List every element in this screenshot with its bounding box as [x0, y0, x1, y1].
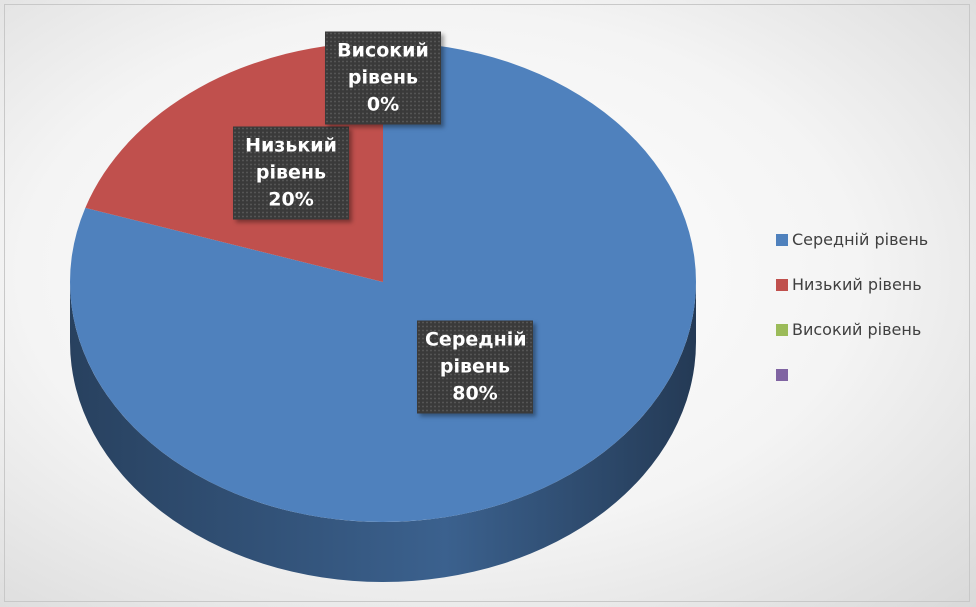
legend-swatch	[776, 279, 788, 291]
pie-slice	[70, 42, 697, 522]
legend-label: Високий рівень	[792, 320, 922, 339]
legend-entry: Середній рівень	[776, 230, 928, 249]
legend-label: Середній рівень	[792, 230, 929, 249]
legend-swatch	[776, 234, 788, 246]
chart-frame	[4, 4, 970, 602]
legend-entry: Високий рівень	[776, 320, 921, 339]
pie-side	[70, 282, 696, 582]
data-label: Високий рівень 0%	[325, 31, 441, 125]
legend-swatch	[776, 369, 788, 381]
data-label-value: 20%	[268, 188, 314, 211]
legend-label: Низький рівень	[792, 275, 922, 294]
data-label-name: Середній рівень	[424, 328, 527, 378]
data-label-name: Високий рівень	[337, 39, 429, 89]
data-label-value: 80%	[452, 382, 498, 405]
data-label: Середній рівень 80%	[416, 320, 533, 414]
legend-entry	[776, 365, 792, 384]
legend-swatch	[776, 324, 788, 336]
data-label-value: 0%	[366, 93, 400, 116]
data-label-name: Низький рівень	[245, 134, 337, 184]
data-label: Низький рівень 20%	[233, 126, 349, 220]
legend-entry: Низький рівень	[776, 275, 922, 294]
